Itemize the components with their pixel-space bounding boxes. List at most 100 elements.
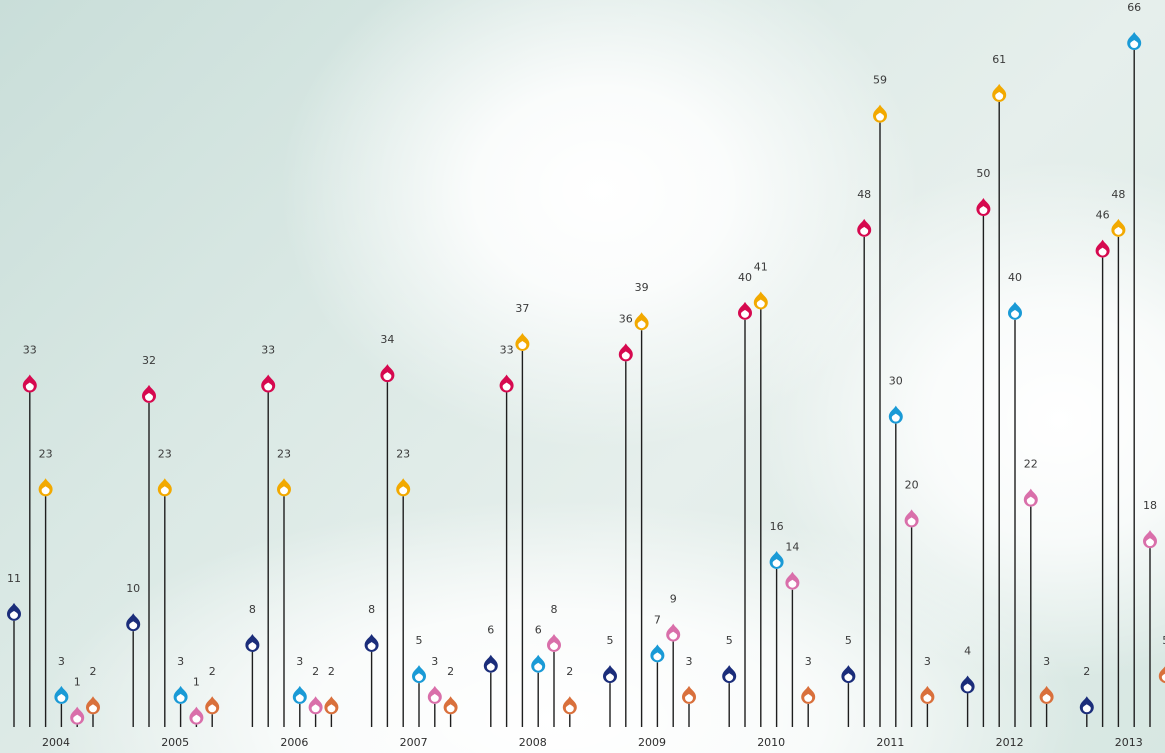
marker-2007-2: [396, 478, 411, 497]
value-label-2005-3: 3: [177, 655, 184, 668]
marker-2006-1: [261, 374, 276, 393]
marker-2011-5: [920, 685, 935, 704]
value-label-2005-0: 10: [126, 582, 140, 595]
value-label-2013-3: 66: [1127, 1, 1141, 14]
marker-2011-3: [888, 405, 903, 424]
marker-2010-0: [722, 665, 737, 684]
marker-2009-0: [603, 665, 617, 684]
value-label-2004-1: 33: [23, 344, 37, 357]
marker-2013-2: [1111, 218, 1126, 237]
marker-2005-1: [142, 384, 156, 403]
value-label-2005-4: 1: [193, 676, 200, 689]
value-label-2004-5: 2: [90, 665, 97, 678]
marker-2013-1: [1095, 239, 1110, 258]
value-label-2006-1: 33: [261, 344, 275, 357]
value-label-2010-0: 5: [726, 634, 733, 647]
marker-2006-4: [308, 696, 323, 715]
marker-2005-2: [157, 478, 172, 497]
value-label-2008-3: 6: [535, 624, 542, 637]
value-label-2012-5: 3: [1043, 655, 1050, 668]
value-label-2013-1: 46: [1096, 209, 1110, 222]
year-label-2007: 2007: [400, 736, 428, 749]
marker-2006-0: [245, 633, 260, 652]
marker-2007-3: [412, 665, 426, 684]
marker-2012-4: [1023, 488, 1038, 507]
marker-2010-3: [769, 550, 784, 569]
value-label-2008-5: 2: [566, 665, 573, 678]
marker-2012-3: [1008, 301, 1022, 320]
marker-2013-3: [1127, 32, 1142, 51]
year-label-2009: 2009: [638, 736, 666, 749]
value-label-2009-0: 5: [607, 634, 614, 647]
marker-2010-4: [785, 571, 800, 590]
marker-2011-0: [841, 665, 856, 684]
marker-2010-2: [753, 291, 768, 310]
marker-2007-1: [380, 364, 395, 383]
value-label-2008-0: 6: [487, 624, 494, 637]
value-label-2009-2: 39: [635, 281, 649, 294]
marker-2013-0: [1079, 696, 1094, 715]
year-label-2011: 2011: [876, 736, 904, 749]
value-label-2004-0: 11: [7, 572, 21, 585]
marker-2008-1: [499, 374, 514, 393]
marker-2008-4: [547, 633, 561, 652]
value-label-2010-1: 40: [738, 271, 752, 284]
marker-2011-4: [904, 509, 919, 528]
value-label-2009-3: 7: [654, 613, 661, 626]
value-label-2008-1: 33: [500, 344, 514, 357]
year-label-2004: 2004: [42, 736, 70, 749]
value-label-2008-4: 8: [551, 603, 558, 616]
value-label-2007-5: 2: [447, 665, 454, 678]
value-label-2010-5: 3: [805, 655, 812, 668]
value-label-2012-0: 4: [964, 644, 971, 657]
marker-2009-2: [634, 312, 649, 331]
marker-2006-3: [292, 685, 307, 704]
value-label-2012-1: 50: [976, 167, 990, 180]
marker-2008-0: [483, 654, 498, 673]
value-label-2006-2: 23: [277, 447, 291, 460]
value-label-2013-0: 2: [1083, 665, 1090, 678]
marker-2009-3: [650, 644, 665, 663]
value-label-2013-2: 48: [1111, 188, 1125, 201]
marker-2011-2: [873, 104, 888, 123]
value-label-2006-4: 2: [312, 665, 319, 678]
value-label-2007-4: 3: [431, 655, 438, 668]
marker-2006-2: [277, 478, 291, 497]
value-label-2012-3: 40: [1008, 271, 1022, 284]
marker-2007-0: [364, 633, 379, 652]
marker-2004-4: [70, 706, 85, 725]
value-label-2005-5: 2: [209, 665, 216, 678]
value-label-2004-3: 3: [58, 655, 65, 668]
value-label-2009-4: 9: [670, 593, 677, 606]
value-label-2005-2: 23: [158, 447, 172, 460]
marker-2012-2: [992, 83, 1007, 102]
marker-2011-1: [857, 218, 872, 237]
value-label-2011-2: 59: [873, 74, 887, 87]
value-label-2010-4: 14: [785, 541, 799, 554]
year-label-2008: 2008: [519, 736, 547, 749]
marker-2012-1: [976, 198, 991, 217]
marker-2005-0: [126, 613, 141, 632]
value-label-2010-2: 41: [754, 260, 768, 273]
year-label-2012: 2012: [996, 736, 1024, 749]
marker-2004-1: [22, 374, 37, 393]
value-label-2006-0: 8: [249, 603, 256, 616]
value-label-2012-2: 61: [992, 53, 1006, 66]
marker-2010-5: [801, 685, 816, 704]
value-label-2011-4: 20: [905, 478, 919, 491]
value-label-2006-3: 3: [296, 655, 303, 668]
value-label-2005-1: 32: [142, 354, 156, 367]
value-label-2013-4: 18: [1143, 499, 1157, 512]
value-label-2011-0: 5: [845, 634, 852, 647]
value-label-2008-2: 37: [515, 302, 529, 315]
value-label-2013-5: 5: [1162, 634, 1165, 647]
marker-2008-2: [515, 332, 530, 351]
value-label-2011-1: 48: [857, 188, 871, 201]
year-label-2005: 2005: [161, 736, 189, 749]
marker-2009-1: [618, 343, 633, 362]
value-label-2011-5: 3: [924, 655, 931, 668]
marker-2004-2: [38, 478, 53, 497]
value-label-2007-1: 34: [380, 333, 394, 346]
